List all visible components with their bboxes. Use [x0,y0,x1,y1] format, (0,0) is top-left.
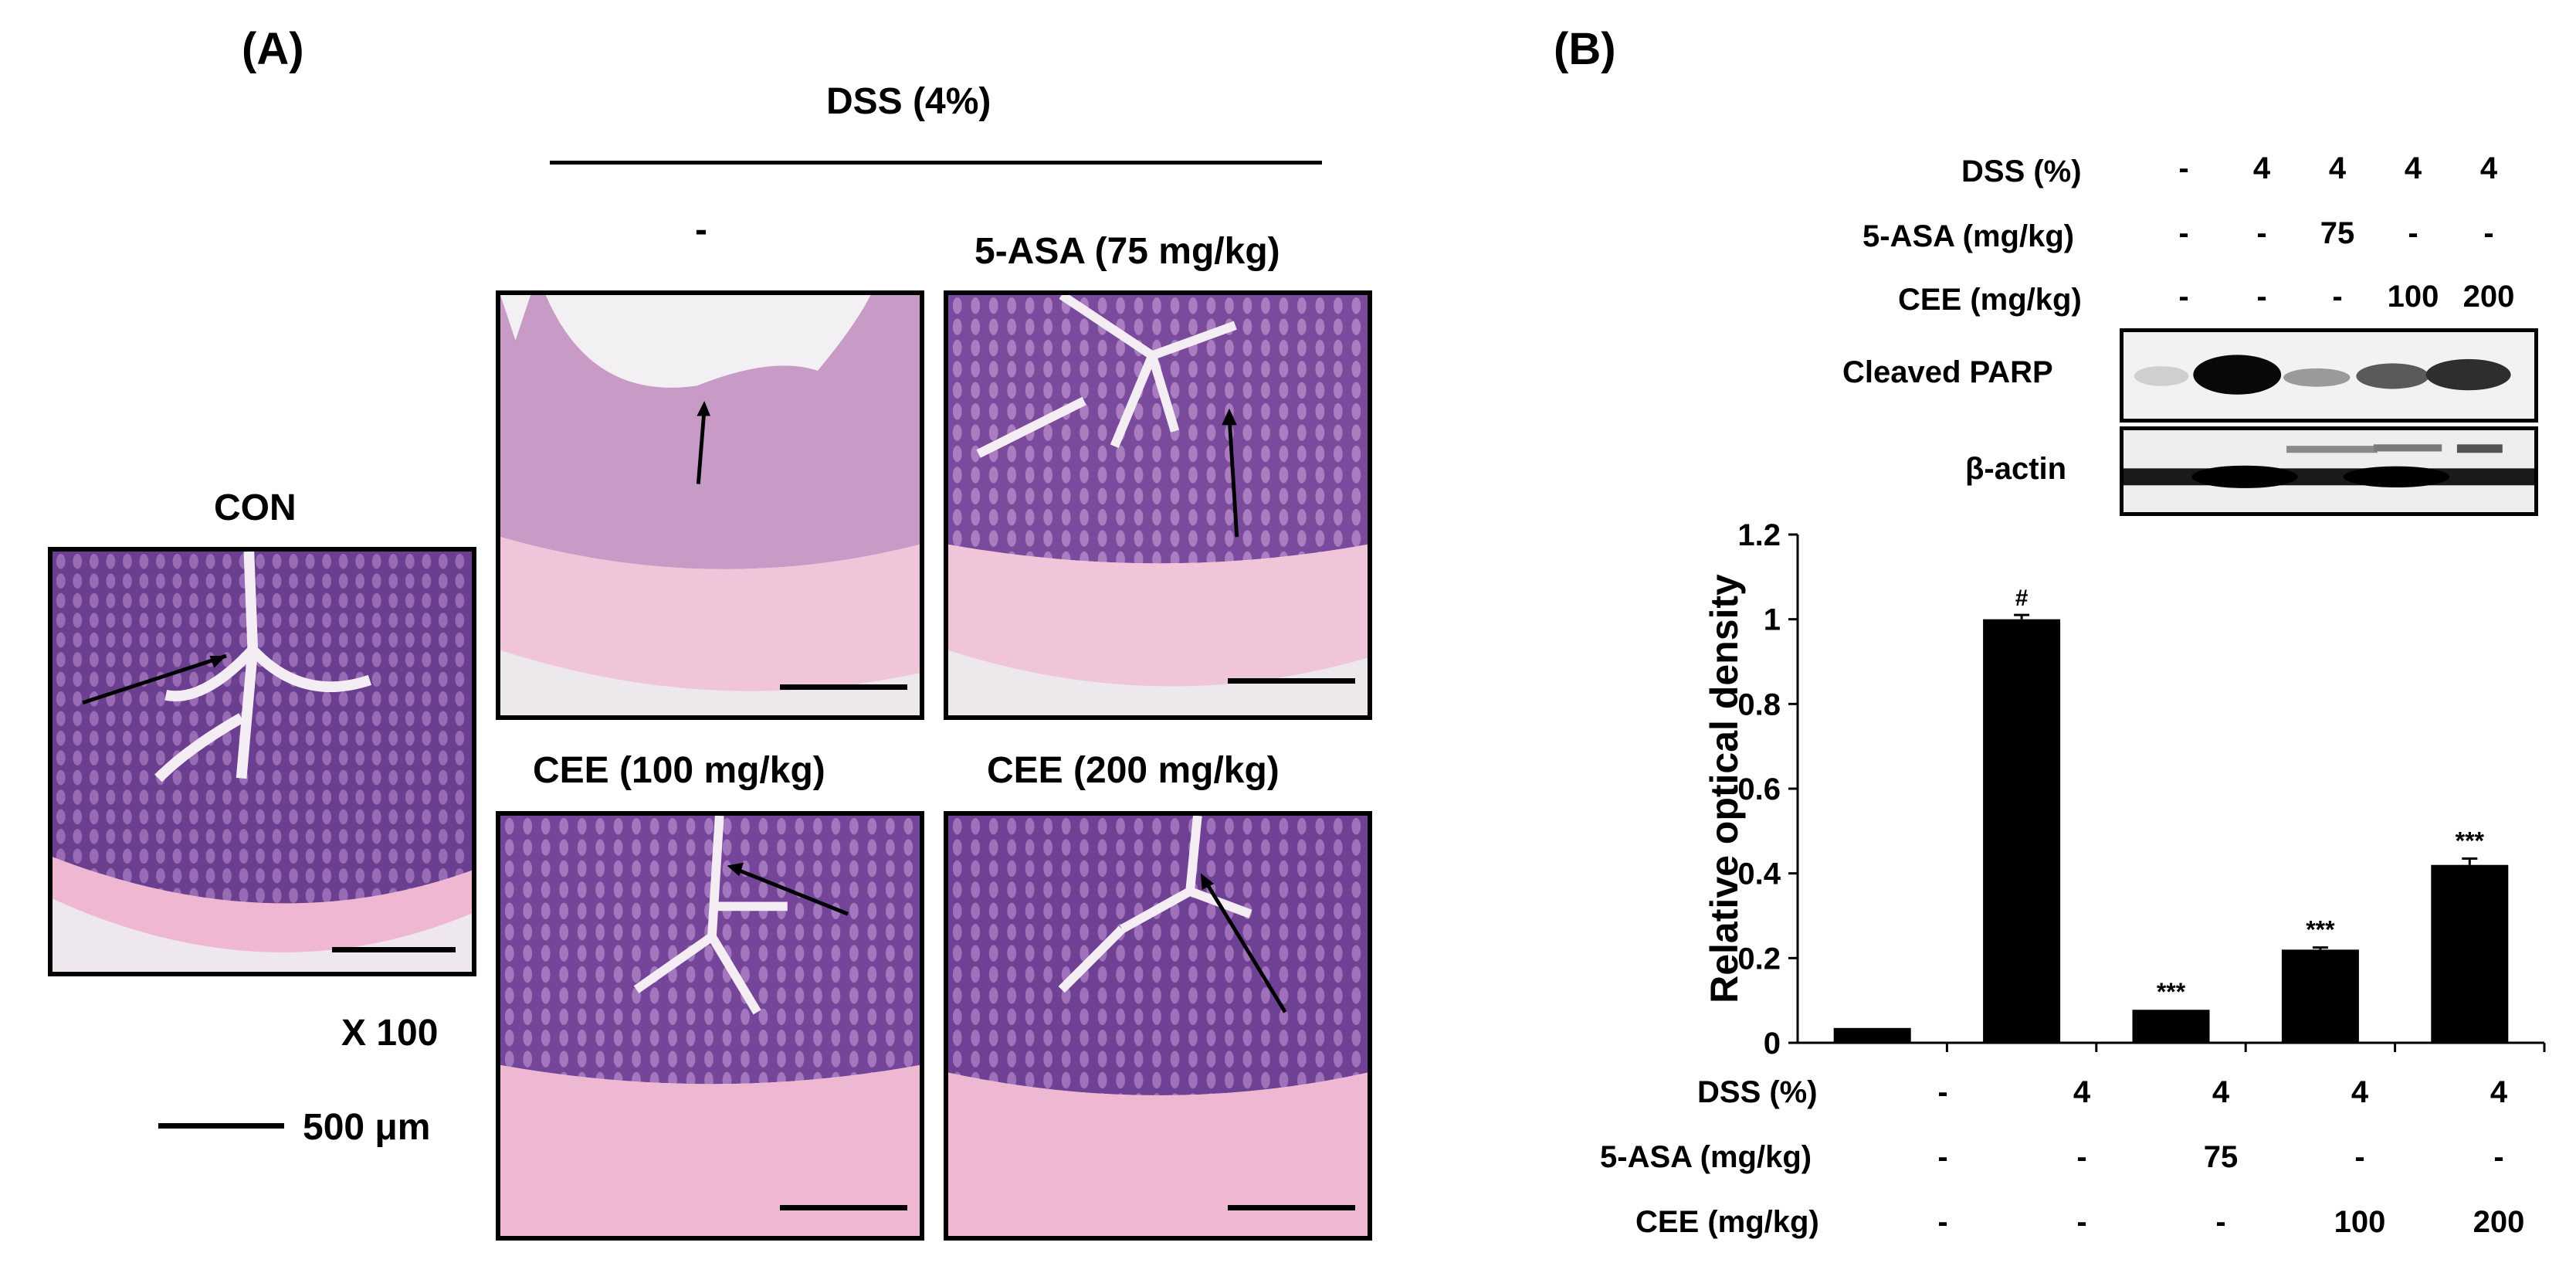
band-label-parp: Cleaved PARP [1842,355,2053,389]
chart-cee-4: 100 [2334,1205,2386,1239]
significance-label: *** [2456,827,2485,854]
scalebar-asa [1228,678,1355,684]
blot-row-asa-label: 5-ASA (mg/kg) [1863,219,2075,253]
blot-cee-2: - [2256,280,2267,314]
chart-row-dss-label: DSS (%) [1697,1075,1818,1109]
chart-dss-4: 4 [2351,1075,2369,1109]
blot-asa-2: - [2256,216,2267,250]
blot-dss-5: 4 [2479,151,2498,185]
micrograph-asa [944,290,1372,720]
blot-asa-1: - [2178,216,2189,250]
y-tick-label: 1.2 [1737,518,1781,552]
y-tick-label: 0 [1764,1027,1781,1061]
chart-row-cee-label: CEE (mg/kg) [1635,1205,1819,1239]
blot-asa-3: 75 [2320,216,2355,250]
bar [1833,1027,1911,1043]
chart-asa-4: - [2354,1140,2365,1174]
blot-cee-4: 100 [2387,280,2439,314]
blot-dss-4: 4 [2404,151,2422,185]
bar [2281,949,2359,1043]
significance-label: # [2015,586,2029,611]
blot-cee-1: - [2178,280,2189,314]
bar [1983,619,2061,1043]
scalebar-vehicle [780,684,907,690]
chart-asa-3: 75 [2203,1140,2239,1174]
micrograph-vehicle [496,290,924,720]
blot-dss-3: 4 [2328,151,2347,185]
chart-dss-1: - [1937,1075,1948,1109]
y-tick-label: 0.4 [1737,857,1781,891]
cee200-label: CEE (200 mg/kg) [987,750,1280,791]
chart-cee-5: 200 [2473,1205,2525,1239]
scalebar-cee200 [1228,1205,1355,1210]
scalebar-cee100 [780,1205,907,1210]
chart-cee-2: - [2076,1205,2087,1239]
panel-a-letter: (A) [242,24,304,74]
bar [2431,864,2509,1043]
blot-image-actin [2120,426,2538,516]
chart-dss-3: 4 [2212,1075,2230,1109]
chart-row-asa-label: 5-ASA (mg/kg) [1600,1140,1812,1174]
bar-chart: 0 0.2 0.4 0.6 0.8 1 1.2 Relative optical densit… [1703,518,2546,1061]
dss-group-line [550,161,1322,165]
y-axis-title: Relative optical density [1703,574,1746,1003]
con-label: CON [214,487,297,528]
chart-asa-1: - [1937,1140,1948,1174]
scalebar-con [332,947,456,952]
blot-dss-1: - [2178,151,2189,185]
legend-scalebar [158,1123,284,1129]
scale-label: 500 μm [303,1107,431,1148]
magnification-label: X 100 [341,1013,439,1054]
chart-dss-5: 4 [2490,1075,2508,1109]
blot-asa-5: - [2483,216,2494,250]
cee100-label: CEE (100 mg/kg) [533,750,825,791]
vehicle-label: - [695,209,707,250]
chart-asa-2: - [2076,1140,2087,1174]
micrograph-con [48,547,476,976]
blot-cee-3: - [2332,280,2343,314]
blot-image-parp [2120,328,2538,423]
blot-row-cee-label: CEE (mg/kg) [1898,283,2082,317]
significance-label: *** [2306,916,2335,944]
blot-row-dss-label: DSS (%) [1961,154,2082,188]
chart-asa-5: - [2493,1140,2504,1174]
band-label-actin: β-actin [1965,452,2067,486]
micrograph-cee200 [944,811,1372,1241]
blot-asa-4: - [2408,216,2418,250]
micrograph-cee100 [496,811,924,1241]
blot-dss-2: 4 [2252,151,2271,185]
significance-label: *** [2157,978,2186,1006]
y-tick-label: 1 [1764,603,1781,637]
chart-cee-3: - [2215,1205,2226,1239]
y-tick-label: 0.2 [1737,942,1781,976]
blot-cee-5: 200 [2462,280,2515,314]
dss-group-title: DSS (4%) [826,81,991,122]
chart-cee-1: - [1937,1205,1948,1239]
asa-label: 5-ASA (75 mg/kg) [974,231,1280,272]
chart-dss-2: 4 [2073,1075,2091,1109]
panel-b-letter: (B) [1554,24,1616,74]
y-tick-label: 0.8 [1737,687,1781,721]
bar [2132,1010,2210,1043]
y-tick-label: 0.6 [1737,772,1781,806]
